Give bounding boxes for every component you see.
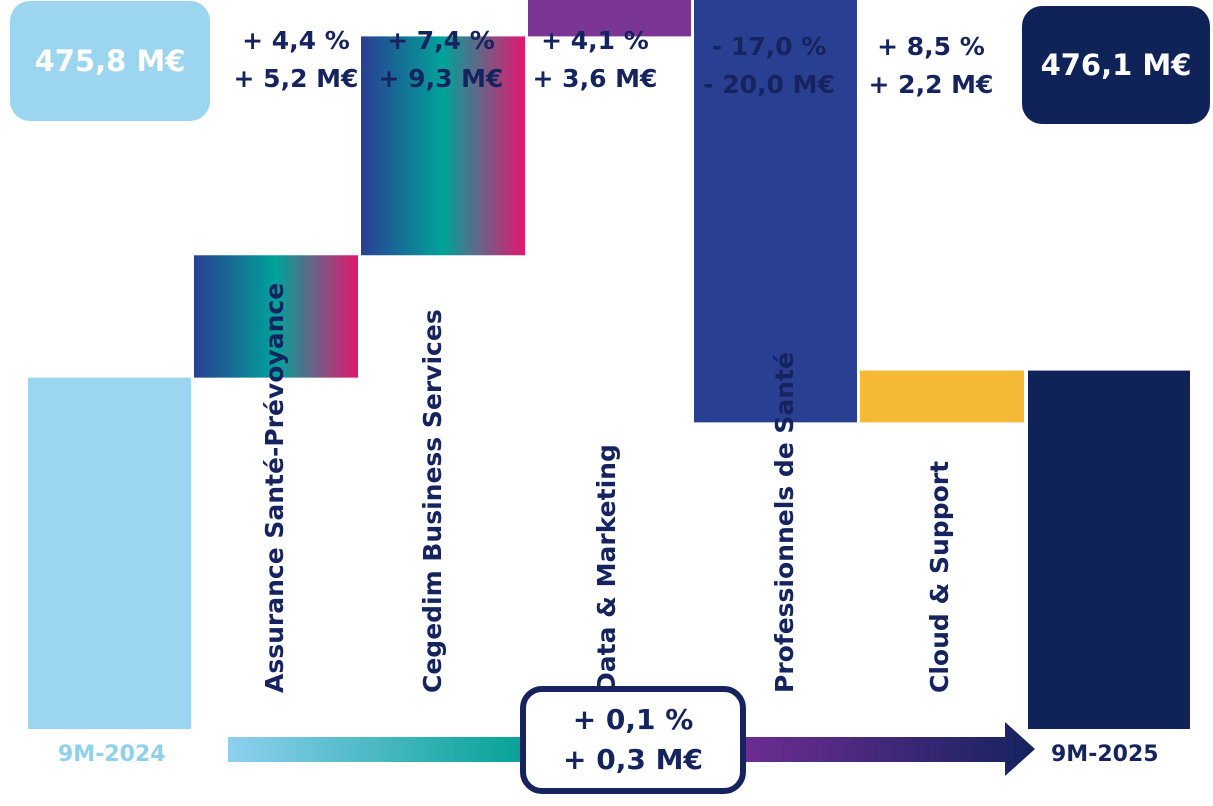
bar-step-4	[694, 0, 857, 423]
bar-end	[1028, 370, 1190, 729]
category-label-5: Cloud & Support	[925, 461, 954, 693]
bar-start	[28, 377, 191, 729]
change-label-4: - 17,0 % - 20,0 M€	[684, 28, 854, 104]
change-pct-4: - 17,0 %	[711, 32, 827, 61]
category-label-4: Professionnels de Santé	[770, 352, 799, 693]
change-abs-5: + 2,2 M€	[868, 70, 994, 99]
bar-step-3	[528, 0, 691, 37]
category-label-2: Cegedim Business Services	[418, 309, 447, 693]
end-value-label: 476,1 M€	[1040, 48, 1192, 82]
bar-step-1	[194, 255, 358, 378]
total-change-box: + 0,1 % + 0,3 M€	[520, 686, 746, 794]
end-value-box: 476,1 M€	[1022, 6, 1210, 124]
start-value-box: 475,8 M€	[10, 1, 210, 121]
change-label-3: + 4,1 % + 3,6 M€	[510, 22, 680, 98]
change-pct-3: + 4,1 %	[541, 26, 649, 55]
start-period-label: 9M-2024	[58, 742, 166, 767]
change-abs-3: + 3,6 M€	[532, 64, 658, 93]
category-label-1: Assurance Santé-Prévoyance	[260, 283, 289, 693]
change-pct-5: + 8,5 %	[877, 32, 985, 61]
change-abs-4: - 20,0 M€	[703, 70, 835, 99]
change-abs-2: + 9,3 M€	[378, 64, 504, 93]
category-label-3: Data & Marketing	[592, 444, 621, 693]
start-value-label: 475,8 M€	[34, 44, 186, 78]
end-period-label: 9M-2025	[1051, 742, 1159, 767]
bar-step-5	[860, 370, 1024, 423]
change-label-1: + 4,4 % + 5,2 M€	[211, 22, 381, 98]
change-pct-1: + 4,4 %	[242, 26, 350, 55]
total-change-pct: + 0,1 %	[572, 703, 694, 736]
bar-step-2	[361, 36, 525, 256]
change-label-2: + 7,4 % + 9,3 M€	[356, 22, 526, 98]
change-label-5: + 8,5 % + 2,2 M€	[846, 28, 1016, 104]
change-pct-2: + 7,4 %	[387, 26, 495, 55]
change-abs-1: + 5,2 M€	[233, 64, 359, 93]
total-change-abs: + 0,3 M€	[563, 743, 703, 776]
